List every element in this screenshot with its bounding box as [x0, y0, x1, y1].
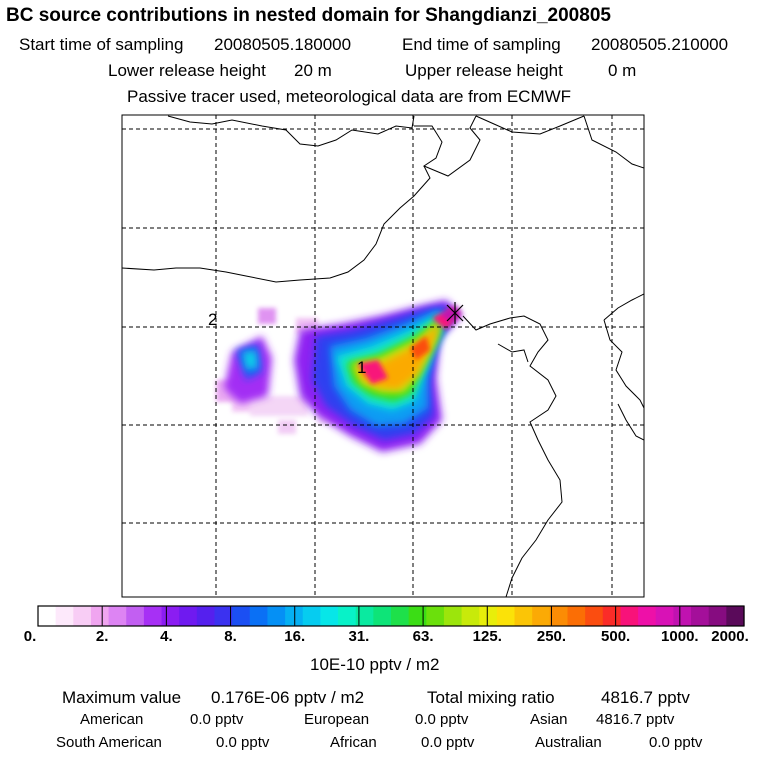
colorbar-swatch	[90, 606, 110, 626]
colorbar-swatch	[620, 606, 639, 626]
colorbar-tick-label: 63.	[412, 628, 434, 645]
colorbar-swatch	[426, 606, 445, 626]
colorbar-swatch	[38, 606, 57, 626]
end-time-label: End time of sampling	[402, 35, 561, 54]
source-name-australian: Australian	[535, 734, 602, 751]
colorbar-tick-label: 2000.	[711, 628, 749, 645]
source-value-european: 0.0 pptv	[415, 711, 469, 728]
colorbar-swatch	[638, 606, 657, 626]
colorbar	[38, 606, 745, 626]
colorbar-tick-label: 0.	[23, 628, 37, 645]
colorbar-tick-label: 1000.	[661, 628, 699, 645]
cluster-label-1: 1	[357, 358, 366, 377]
country-borders	[122, 115, 644, 597]
source-name-asian: Asian	[530, 711, 568, 728]
colorbar-swatch	[549, 606, 569, 626]
colorbar-frame	[37, 605, 745, 627]
colorbar-swatch	[408, 606, 427, 626]
source-value-american: 0.0 pptv	[190, 711, 244, 728]
colorbar-swatch	[55, 606, 74, 626]
colorbar-tick-label: 250.	[536, 628, 567, 645]
colorbar-swatch	[496, 606, 516, 626]
colorbar-swatch	[602, 606, 622, 626]
colorbar-swatch	[232, 606, 251, 626]
colorbar-tick-label: 125.	[472, 628, 502, 645]
end-time-value: 20080505.210000	[591, 35, 729, 54]
colorbar-swatch	[726, 606, 745, 626]
colorbar-swatch	[355, 606, 374, 626]
colorbar-swatch	[532, 606, 551, 626]
total-mixing-value: 4816.7 pptv	[601, 688, 690, 707]
source-value-african: 0.0 pptv	[421, 734, 475, 751]
colorbar-swatch	[108, 606, 127, 626]
concentration-plume	[216, 300, 462, 452]
colorbar-swatch	[249, 606, 269, 626]
colorbar-swatch	[373, 606, 392, 626]
upper-release-value: 0 m	[608, 61, 637, 80]
cluster-label-2: 2	[208, 310, 217, 329]
lower-release-value: 20 m	[294, 61, 332, 80]
colorbar-tick-lines	[101, 606, 681, 626]
source-value-asian: 4816.7 pptv	[596, 711, 675, 728]
colorbar-swatch	[567, 606, 586, 626]
map-frame	[121, 114, 645, 598]
colorbar-swatch	[73, 606, 92, 626]
colorbar-swatch	[691, 606, 710, 626]
colorbar-tick-label: 31.	[348, 628, 370, 645]
receptor-x-marker	[446, 302, 464, 324]
colorbar-tick-label: 8.	[224, 628, 237, 645]
total-mixing-label: Total mixing ratio	[427, 688, 555, 707]
colorbar-swatch	[126, 606, 145, 626]
colorbar-tick-label: 16.	[284, 628, 306, 645]
colorbar-swatch	[214, 606, 233, 626]
colorbar-swatch	[479, 606, 498, 626]
colorbar-swatch	[285, 606, 304, 626]
colorbar-tick-label: 2.	[95, 628, 109, 645]
start-time-value: 20080505.180000	[214, 35, 352, 54]
colorbar-swatch	[673, 606, 692, 626]
colorbar-swatch	[514, 606, 533, 626]
source-name-american: American	[80, 711, 144, 728]
max-value-label: Maximum value	[62, 688, 182, 707]
colorbar-swatch	[320, 606, 339, 626]
colorbar-tick-label: 4.	[160, 628, 173, 645]
max-value: 0.176E-06 pptv / m2	[211, 688, 365, 707]
colorbar-swatch	[708, 606, 727, 626]
colorbar-swatch	[461, 606, 480, 626]
source-value-australian: 0.0 pptv	[649, 734, 703, 751]
colorbar-swatch	[655, 606, 674, 626]
colorbar-swatch	[161, 606, 180, 626]
source-name-south-american: South American	[56, 734, 162, 751]
lat-lon-grid	[122, 115, 644, 597]
start-time-label: Start time of sampling	[19, 35, 184, 54]
colorbar-swatch	[302, 606, 321, 626]
colorbar-swatch	[143, 606, 163, 626]
colorbar-swatch	[338, 606, 357, 626]
lower-release-label: Lower release height	[108, 61, 266, 80]
colorbar-swatch	[267, 606, 286, 626]
colorbar-swatch	[179, 606, 198, 626]
colorbar-swatch	[196, 606, 216, 626]
colorbar-swatch	[443, 606, 463, 626]
source-name-african: African	[330, 734, 377, 751]
plot-title: BC source contributions in nested domain…	[6, 5, 611, 26]
tracer-note: Passive tracer used, meteorological data…	[127, 87, 572, 106]
colorbar-swatch	[391, 606, 410, 626]
colorbar-swatch	[585, 606, 604, 626]
colorbar-units: 10E-10 pptv / m2	[310, 655, 440, 674]
colorbar-tick-label: 500.	[601, 628, 631, 645]
source-value-south-american: 0.0 pptv	[216, 734, 270, 751]
upper-release-label: Upper release height	[405, 61, 563, 80]
source-name-european: European	[304, 711, 370, 728]
